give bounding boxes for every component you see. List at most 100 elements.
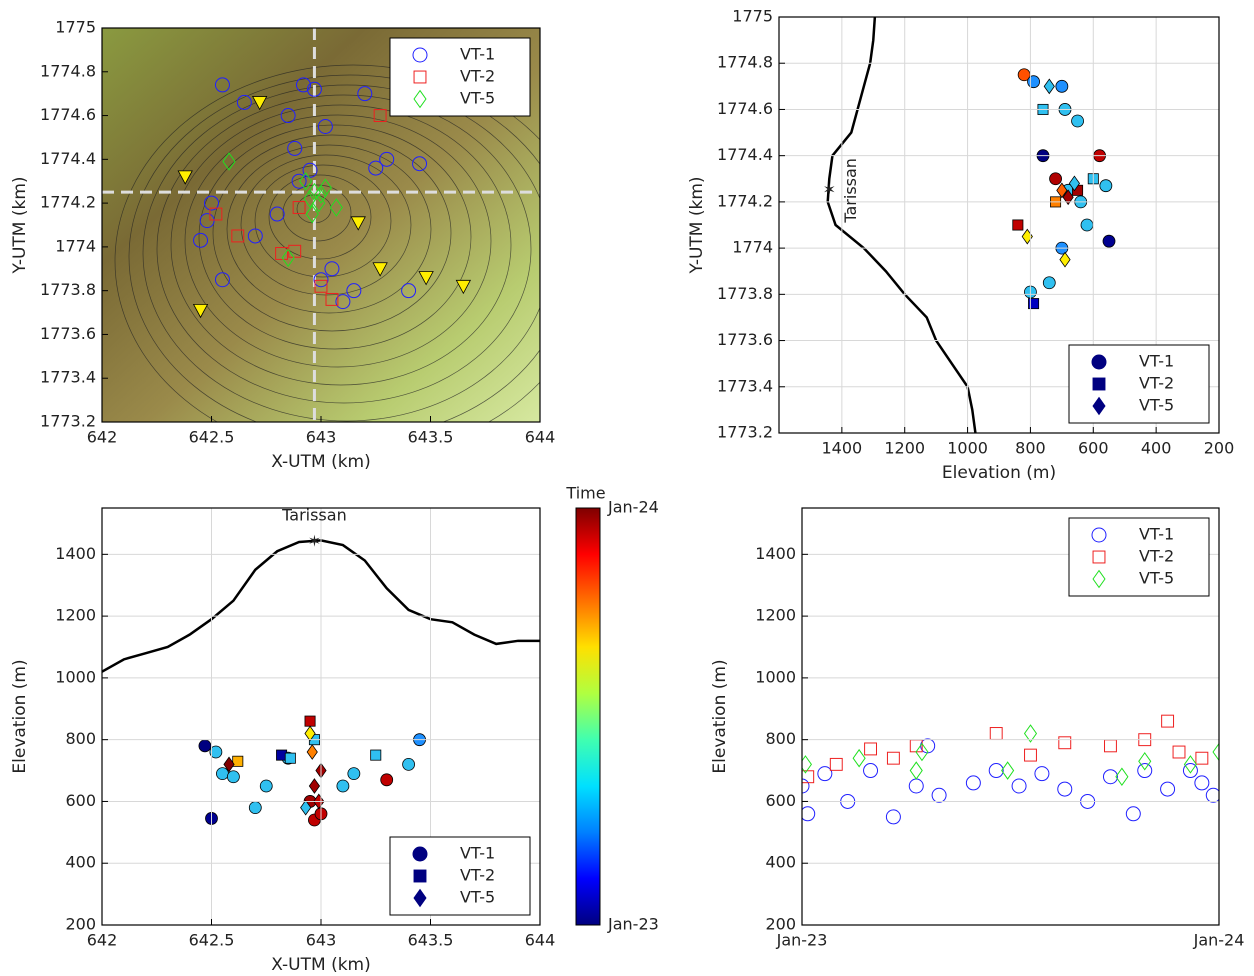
legend-marker	[413, 89, 427, 109]
y-tick-label: 1400	[55, 544, 96, 563]
marker	[1027, 75, 1040, 89]
marker	[302, 162, 318, 178]
summit-label: Tarissan	[281, 505, 347, 524]
x-tick-label: 643.5	[408, 931, 454, 950]
x-tick-label: 643	[306, 931, 337, 950]
marker	[1161, 714, 1175, 728]
x-tick-label: 644	[525, 931, 556, 950]
marker	[412, 156, 428, 172]
marker	[989, 727, 1003, 740]
marker	[1011, 778, 1027, 794]
marker	[1125, 806, 1141, 822]
marker	[1138, 752, 1152, 771]
x-tick-label: 643.5	[408, 428, 454, 447]
legend-label: VT-1	[460, 45, 495, 64]
marker	[988, 763, 1004, 779]
marker	[317, 119, 333, 134]
contour	[128, 74, 540, 422]
marker	[1055, 79, 1069, 93]
y-axis-title: Y-UTM (km)	[10, 176, 30, 274]
station	[350, 216, 366, 231]
x-tick-label: 642.5	[189, 931, 235, 950]
marker	[248, 801, 262, 815]
y-tick-label: 1773.4	[717, 376, 773, 395]
contour	[212, 134, 452, 332]
y-tick-label: 1000	[55, 667, 96, 686]
y-tick-label: 400	[65, 853, 96, 872]
marker	[1099, 179, 1113, 193]
y-axis-title: Elevation (m)	[10, 659, 30, 773]
x-axis-title: X-UTM (km)	[271, 955, 371, 975]
marker	[802, 806, 816, 822]
marker	[1212, 742, 1219, 762]
marker	[1115, 767, 1129, 786]
marker	[1056, 182, 1068, 199]
x-tick-label: 1000	[947, 439, 988, 458]
marker	[247, 228, 263, 244]
y-axis-title: Elevation (m)	[710, 659, 730, 773]
contour	[226, 144, 432, 314]
marker	[915, 742, 929, 762]
marker	[295, 77, 311, 93]
y-tick-label: 1775	[55, 18, 96, 37]
marker	[852, 748, 866, 768]
marker	[1057, 781, 1073, 797]
legend-marker	[1092, 396, 1106, 416]
x-tick-label: 642	[87, 931, 118, 950]
marker	[1104, 739, 1117, 753]
marker	[1062, 189, 1074, 206]
legend-label: VT-2	[1139, 547, 1174, 566]
legend-marker	[1092, 550, 1106, 564]
y-axis-title: Y-UTM (km)	[687, 176, 707, 274]
x-tick-label: 642	[87, 428, 118, 447]
marker	[324, 261, 340, 277]
y-tick-label: 1774.4	[40, 149, 96, 168]
marker	[863, 763, 879, 779]
marker	[1023, 724, 1038, 743]
y-tick-label: 600	[65, 791, 96, 810]
y-tick-label: 200	[65, 915, 96, 934]
marker	[336, 779, 350, 793]
marker	[335, 294, 351, 310]
marker	[885, 809, 901, 825]
marker	[209, 745, 223, 759]
marker	[1042, 276, 1056, 290]
marker	[1012, 219, 1024, 231]
x-tick-label: 600	[1078, 439, 1109, 458]
marker	[292, 201, 306, 214]
legend-marker	[412, 47, 428, 63]
y-tick-label: 1775	[732, 7, 773, 26]
legend-label: VT-5	[1139, 569, 1174, 588]
marker	[222, 152, 236, 171]
y-tick-label: 1774.6	[40, 105, 96, 124]
marker	[402, 757, 416, 771]
marker	[1068, 175, 1081, 192]
marker	[1043, 78, 1055, 95]
station	[177, 170, 193, 185]
legend-label: VT-5	[1139, 396, 1174, 415]
y-tick-label: 1774.8	[40, 61, 96, 80]
marker	[275, 247, 289, 260]
marker	[909, 761, 923, 780]
marker	[216, 767, 229, 781]
marker	[802, 770, 815, 784]
marker	[1049, 172, 1062, 186]
axes-frame	[101, 27, 541, 423]
marker	[214, 272, 230, 288]
legend-box	[1068, 344, 1210, 424]
station	[252, 96, 268, 111]
marker	[1194, 775, 1210, 791]
marker	[288, 244, 302, 258]
x-tick-label: 1400	[821, 439, 862, 458]
x-tick-label: 1200	[884, 439, 925, 458]
marker	[1102, 769, 1118, 785]
marker	[281, 248, 295, 268]
marker	[370, 749, 382, 761]
y-tick-label: 1200	[755, 606, 796, 625]
y-tick-label: 800	[765, 729, 796, 748]
colorbar-bottom-label: Jan-23	[607, 915, 659, 934]
legend-box	[1068, 517, 1210, 597]
marker	[226, 770, 240, 784]
y-tick-label: 1774	[55, 236, 96, 255]
